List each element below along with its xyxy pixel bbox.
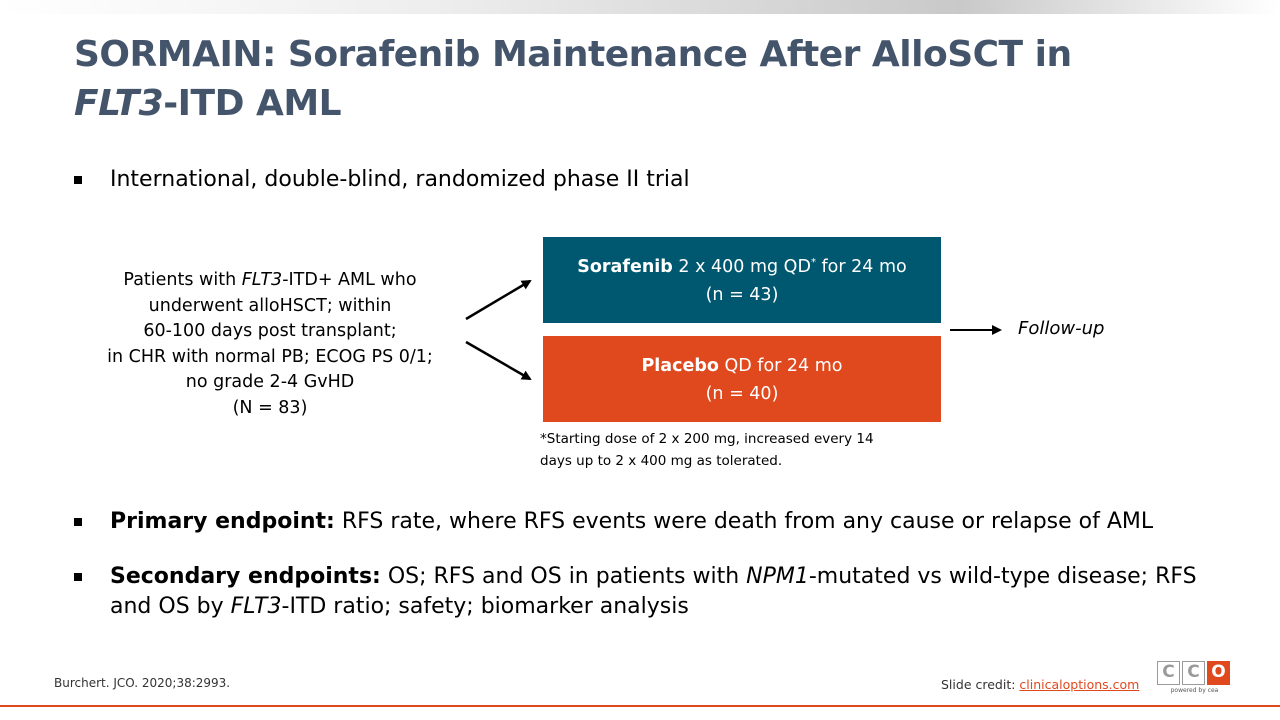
sorafenib-duration: for 24 mo [815,257,907,277]
bullet-text: Primary endpoint: RFS rate, where RFS ev… [110,507,1153,537]
bullet-primary-endpoint: Primary endpoint: RFS rate, where RFS ev… [74,507,1244,537]
sorafenib-n: (n = 43) [705,285,779,305]
arrow-to-sorafenib [465,279,532,321]
bullet-secondary-endpoints: Secondary endpoints: OS; RFS and OS in p… [74,562,1224,622]
bullet-text: Secondary endpoints: OS; RFS and OS in p… [110,562,1210,622]
patients-line-6: (N = 83) [232,397,308,418]
primary-endpoint-label: Primary endpoint: [110,509,335,534]
follow-up-label: Follow-up [1018,318,1105,339]
slide-credit: Slide credit: clinicaloptions.com [941,677,1139,692]
patients-line-1: Patients with FLT3-ITD+ AML who [70,268,470,294]
patients-line-1-post: -ITD+ AML who [282,270,417,290]
citation: Burchert. JCO. 2020;38:2993. [54,676,231,690]
secondary-gene-npm1: NPM1 [746,564,809,589]
title-line-2: FLT3-ITD AML [74,79,1224,128]
bottom-accent-line [0,705,1280,707]
credit-link[interactable]: clinicaloptions.com [1019,677,1140,692]
primary-endpoint-text: RFS rate, where RFS events were death fr… [334,509,1154,534]
cco-logo: C C O powered by cea [1157,661,1232,694]
patients-line-2: underwent alloHSCT; within [148,295,392,316]
secondary-endpoints-label: Secondary endpoints: [110,564,381,589]
sorafenib-footnote-marker: * [810,257,816,268]
logo-letter-o: O [1207,661,1230,685]
placebo-dose: QD for 24 mo [718,356,843,376]
slide-title: SORMAIN: Sorafenib Maintenance After All… [74,30,1224,128]
bullet-trial-design: International, double-blind, randomized … [74,165,1224,195]
arrow-to-placebo [465,340,532,381]
footnote-line-2: days up to 2 x 400 mg as tolerated. [540,453,783,469]
secondary-text-1: OS; RFS and OS in patients with [380,564,747,589]
secondary-text-2: -mutated vs wild-type disease; RFS and O… [110,564,1197,619]
logo-powered-by: powered by cea [1170,687,1219,694]
sorafenib-name: Sorafenib [577,257,673,277]
bullet-text: International, double-blind, randomized … [110,167,690,192]
secondary-text-3: -ITD ratio; safety; biomarker analysis [281,594,689,619]
placebo-name: Placebo [641,356,719,376]
sorafenib-dose-line: Sorafenib 2 x 400 mg QD* for 24 mo [543,253,941,281]
placebo-arm-box: Placebo QD for 24 mo (n = 40) [543,336,941,422]
footnote-line-1: *Starting dose of 2 x 200 mg, increased … [540,431,874,447]
bullet-square-icon [74,573,82,581]
dose-footnote: *Starting dose of 2 x 200 mg, increased … [540,428,940,472]
title-line-2-rest: -ITD AML [163,83,342,124]
logo-letter-c2: C [1182,661,1205,685]
patients-line-5: no grade 2-4 GvHD [185,372,355,392]
secondary-gene-flt3: FLT3 [230,594,282,619]
logo-letters: C C O [1157,661,1232,685]
patients-gene-italic: FLT3 [241,270,283,290]
patient-criteria: Patients with FLT3-ITD+ AML who underwen… [70,268,470,421]
title-gene-italic: FLT3 [74,83,164,124]
top-gradient-bar [0,0,1280,14]
patients-line-3: 60-100 days post transplant; [143,321,397,341]
patients-line-1-pre: Patients with [123,270,242,290]
credit-label: Slide credit: [941,677,1020,692]
placebo-dose-line: Placebo QD for 24 mo [543,352,941,380]
logo-letter-c1: C [1157,661,1180,685]
patients-line-4: in CHR with normal PB; ECOG PS 0/1; [107,346,433,367]
title-line-1: SORMAIN: Sorafenib Maintenance After All… [74,34,1072,75]
sorafenib-dose: 2 x 400 mg QD [672,257,811,277]
bullet-square-icon [74,518,82,526]
bullet-square-icon [74,176,82,184]
sorafenib-arm-box: Sorafenib 2 x 400 mg QD* for 24 mo (n = … [543,237,941,323]
placebo-n: (n = 40) [705,384,779,404]
